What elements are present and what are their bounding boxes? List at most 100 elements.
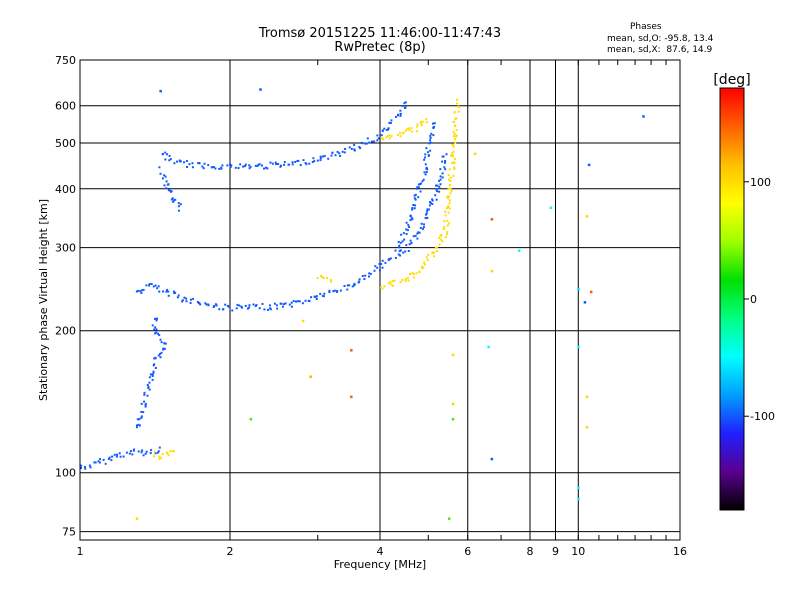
data-point — [455, 134, 458, 137]
data-point — [215, 304, 218, 307]
data-point — [394, 249, 397, 252]
data-point — [178, 159, 181, 162]
data-point — [399, 112, 402, 115]
data-point — [445, 153, 448, 156]
data-point — [358, 146, 361, 148]
data-point — [296, 300, 299, 303]
data-point — [319, 159, 322, 162]
data-point — [104, 462, 107, 465]
data-point — [185, 297, 188, 300]
data-point — [158, 455, 161, 458]
data-point — [350, 349, 353, 352]
data-point — [425, 213, 427, 216]
data-point — [429, 137, 432, 139]
data-point — [135, 290, 138, 293]
data-point — [169, 450, 172, 453]
data-point — [140, 289, 143, 292]
data-point — [577, 486, 580, 490]
data-point — [587, 163, 591, 167]
data-point — [204, 302, 207, 305]
data-point — [446, 195, 449, 198]
data-point — [364, 142, 367, 145]
data-point — [110, 459, 113, 462]
data-point — [585, 215, 589, 218]
data-point — [181, 299, 184, 302]
data-point — [451, 402, 455, 406]
data-point — [376, 134, 379, 137]
data-point — [399, 135, 402, 138]
data-point — [351, 285, 354, 288]
data-point — [202, 167, 205, 170]
data-point — [197, 302, 200, 304]
data-point — [422, 267, 425, 269]
data-point — [377, 137, 380, 140]
data-point — [158, 457, 161, 460]
x-tick-label: 10 — [571, 545, 585, 558]
data-point — [416, 130, 418, 133]
data-point — [420, 222, 423, 225]
data-point — [168, 159, 171, 162]
data-point — [256, 164, 259, 167]
data-point — [420, 182, 423, 185]
data-point — [322, 277, 325, 279]
data-point — [429, 134, 432, 137]
data-point — [159, 352, 161, 355]
data-point — [404, 250, 407, 253]
data-point — [149, 373, 152, 376]
data-point — [164, 151, 167, 154]
data-point — [451, 353, 455, 357]
y-tick-label: 75 — [62, 526, 76, 539]
data-point — [380, 134, 383, 137]
data-point — [145, 284, 148, 287]
data-point — [490, 269, 494, 273]
data-point — [154, 357, 157, 360]
data-point — [283, 303, 285, 306]
data-point — [373, 269, 376, 272]
data-point — [402, 232, 405, 235]
data-point — [248, 304, 251, 307]
y-axis-label: Stationary phase Virtual Height [km] — [37, 199, 50, 401]
data-point — [93, 461, 96, 464]
data-point — [436, 184, 439, 187]
data-point — [398, 250, 401, 253]
data-point — [177, 202, 180, 205]
data-point — [167, 454, 170, 457]
data-point — [143, 393, 146, 396]
data-point — [321, 276, 324, 278]
data-point — [144, 403, 147, 405]
data-point — [338, 152, 341, 155]
data-point — [415, 187, 418, 190]
data-point — [453, 135, 455, 138]
data-point — [364, 274, 367, 277]
data-point — [319, 292, 322, 295]
data-point — [441, 160, 444, 163]
data-point — [321, 294, 324, 297]
data-point — [236, 303, 239, 306]
data-point — [235, 307, 238, 310]
phase-stats-x: mean, sd,X: 87.6, 14.9 — [607, 45, 713, 55]
data-point — [220, 166, 223, 169]
data-point — [445, 233, 448, 236]
data-point — [263, 167, 265, 170]
data-point — [385, 129, 388, 131]
data-point — [346, 288, 349, 291]
data-point — [174, 198, 177, 201]
data-point — [218, 308, 221, 311]
data-point — [363, 278, 366, 280]
data-point — [399, 114, 402, 117]
x-tick-label: 1 — [77, 545, 84, 558]
data-point — [385, 136, 388, 139]
data-point — [153, 328, 156, 331]
data-point — [412, 204, 415, 206]
data-point — [80, 467, 82, 469]
data-point — [88, 464, 91, 467]
data-point — [420, 266, 423, 269]
data-point — [157, 285, 160, 288]
data-point — [267, 308, 269, 311]
data-point — [312, 157, 315, 160]
data-point — [160, 341, 163, 344]
data-point — [168, 189, 171, 192]
data-point — [179, 160, 182, 163]
data-point — [432, 127, 435, 129]
data-point — [424, 163, 427, 166]
